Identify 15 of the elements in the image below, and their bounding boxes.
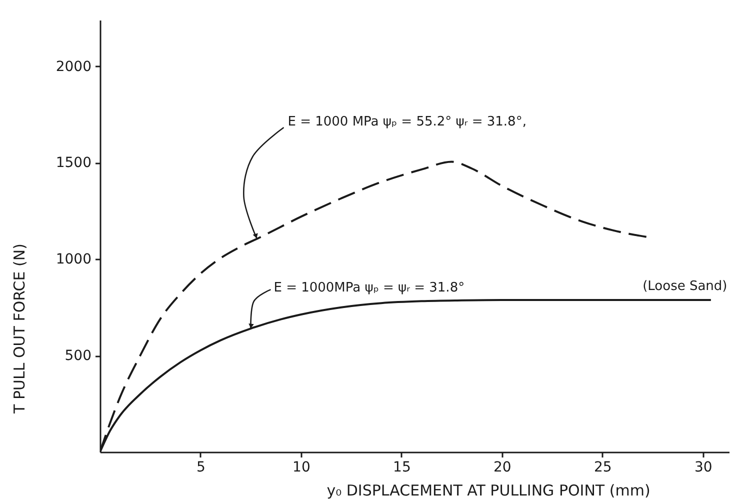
y-axis-title: T PULL OUT FORCE (N) xyxy=(10,244,28,414)
y-tick-label: 1000 xyxy=(56,252,92,268)
x-tick-label: 30 xyxy=(694,460,712,476)
x-axis-title: y₀ DISPLACEMENT AT PULLING POINT (mm) xyxy=(326,482,650,500)
y-tick-label: 2000 xyxy=(56,58,92,75)
x-tick-label: 15 xyxy=(393,460,411,476)
annotation: (Loose Sand) xyxy=(642,279,728,294)
x-tick-label: 10 xyxy=(292,460,310,476)
x-tick-label: 20 xyxy=(494,460,512,476)
y-tick-label: 1500 xyxy=(56,155,92,172)
x-tick-label: 5 xyxy=(196,460,206,476)
annotation: E = 1000MPa ψₚ = ψᵣ = 31.8° xyxy=(274,280,465,296)
x-tick-label: 25 xyxy=(594,460,612,476)
y-tick-label: 500 xyxy=(64,348,92,364)
annotation: E = 1000 MPa ψₚ = 55.2° ψᵣ = 31.8°, xyxy=(288,114,526,130)
